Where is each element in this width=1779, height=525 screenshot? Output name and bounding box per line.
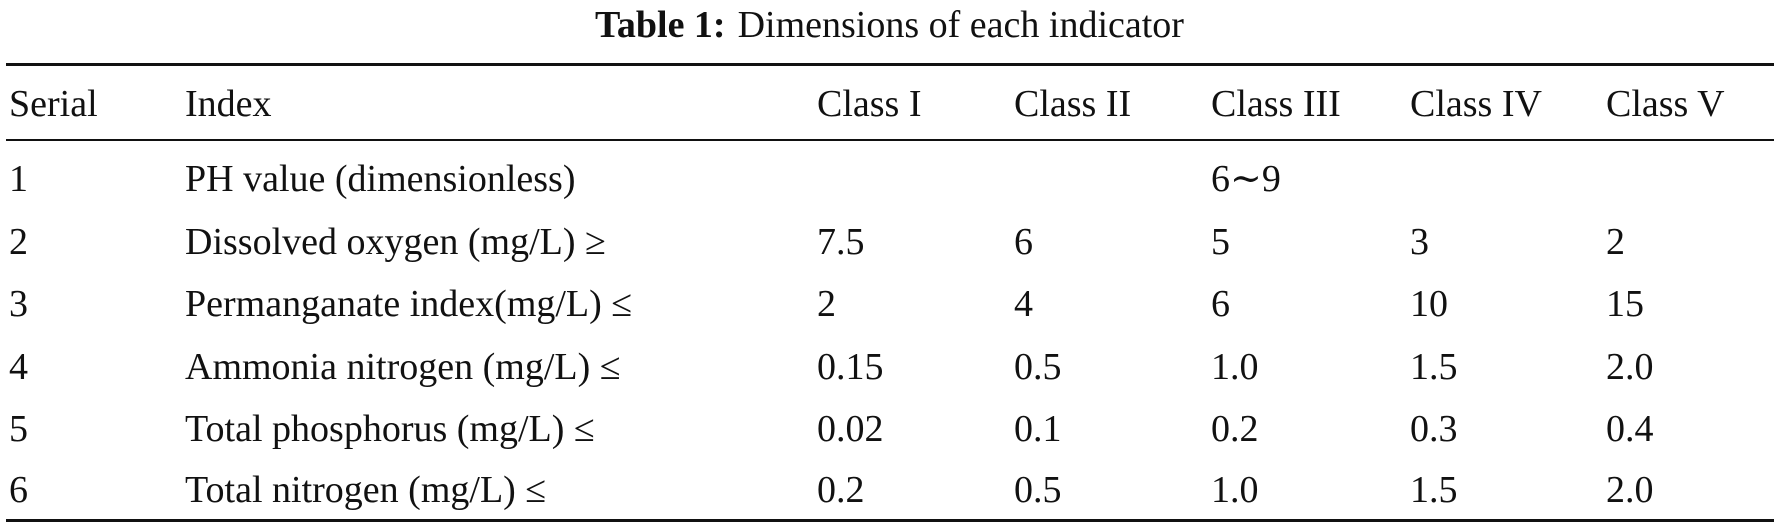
table-caption: Table 1: Dimensions of each indicator	[0, 2, 1779, 48]
table-cell: 3	[1410, 221, 1429, 263]
bottom-rule	[6, 519, 1774, 522]
table-cell: 0.2	[1211, 408, 1259, 450]
table-cell: Total phosphorus (mg/L) ≤	[185, 408, 595, 450]
table-cell: 0.2	[817, 469, 865, 511]
caption-text: Dimensions of each indicator	[737, 4, 1184, 46]
table-cell: 0.15	[817, 346, 884, 388]
table-cell: 2.0	[1606, 469, 1654, 511]
table-cell: 5	[1211, 221, 1230, 263]
table-cell: Permanganate index(mg/L) ≤	[185, 283, 633, 325]
table-cell: 5	[9, 408, 28, 450]
table-cell: 0.5	[1014, 346, 1062, 388]
table-cell: 0.5	[1014, 469, 1062, 511]
table-cell: 2	[1606, 221, 1625, 263]
table-cell: 3	[9, 283, 28, 325]
table-cell: 6	[1014, 221, 1033, 263]
table-cell: 1.0	[1211, 469, 1259, 511]
table-cell: 1.5	[1410, 469, 1458, 511]
table-cell: PH value (dimensionless)	[185, 158, 576, 200]
table-cell: 1	[9, 158, 28, 200]
column-header: Serial	[9, 83, 98, 125]
table-cell: 0.02	[817, 408, 884, 450]
header-rule	[6, 139, 1774, 141]
table-cell: 6∼9	[1211, 158, 1281, 200]
table-cell: 10	[1410, 283, 1448, 325]
table-cell: 1.0	[1211, 346, 1259, 388]
table-cell: 2	[817, 283, 836, 325]
column-header: Class II	[1014, 83, 1132, 125]
column-header: Class IV	[1410, 83, 1542, 125]
table-cell: Total nitrogen (mg/L) ≤	[185, 469, 547, 511]
table-cell: 15	[1606, 283, 1644, 325]
table-cell: 0.3	[1410, 408, 1458, 450]
top-rule	[6, 63, 1774, 66]
table-cell: 7.5	[817, 221, 865, 263]
table-cell: 6	[9, 469, 28, 511]
column-header: Index	[185, 83, 272, 125]
table-cell: 0.1	[1014, 408, 1062, 450]
column-header: Class III	[1211, 83, 1341, 125]
column-header: Class V	[1606, 83, 1725, 125]
table-cell: Dissolved oxygen (mg/L) ≥	[185, 221, 606, 263]
table-cell: 4	[9, 346, 28, 388]
table-cell: Ammonia nitrogen (mg/L) ≤	[185, 346, 621, 388]
table-cell: 1.5	[1410, 346, 1458, 388]
column-header: Class I	[817, 83, 922, 125]
table-cell: 2	[9, 221, 28, 263]
table-cell: 0.4	[1606, 408, 1654, 450]
table-cell: 6	[1211, 283, 1230, 325]
table-cell: 2.0	[1606, 346, 1654, 388]
table-cell: 4	[1014, 283, 1033, 325]
caption-label: Table 1:	[595, 4, 726, 46]
